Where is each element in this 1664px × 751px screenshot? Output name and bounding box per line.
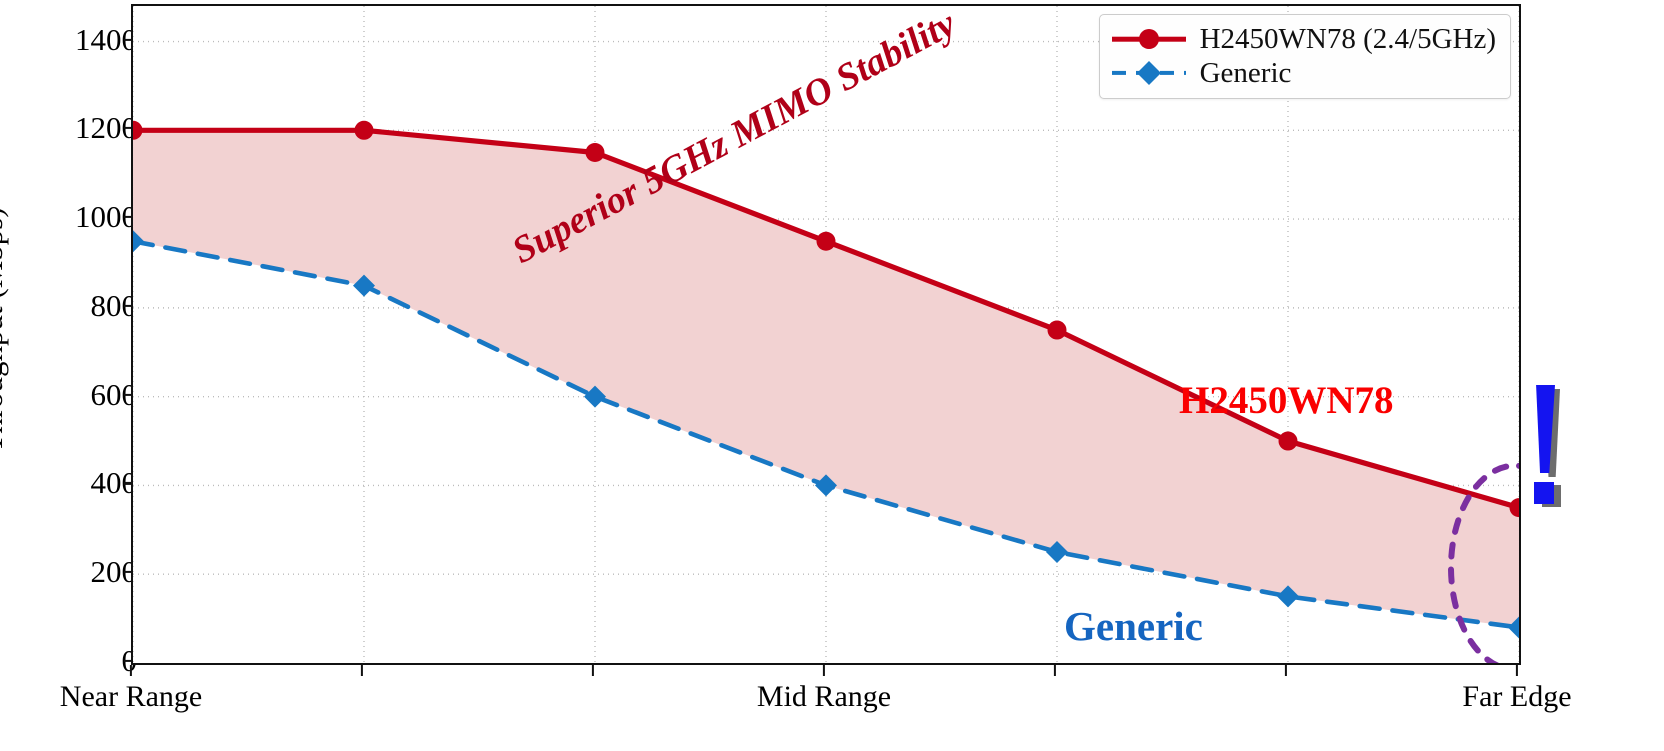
legend-label-generic: Generic [1199,56,1292,89]
annotation-generic: Generic [1064,603,1203,649]
legend-item-h2450wn78[interactable]: H2450WN78 (2.4/5GHz) [1111,22,1496,56]
annotation-h2450wn78: H2450WN78 [1179,379,1394,422]
y-axis-tick-mark [124,482,133,485]
x-axis-tick-mark [1284,665,1288,676]
data-point-diamond[interactable] [353,274,375,297]
y-axis-tick-mark [124,215,133,219]
data-point-circle[interactable] [354,120,374,140]
legend-label-h2450wn78: H2450WN78 (2.4/5GHz) [1199,22,1496,55]
y-axis-tick-mark [124,571,133,574]
plot-canvas [133,6,1519,663]
diamond-marker-icon [1136,60,1161,86]
plot-area: Superior 5GHz MIMO Stability H2450WN78 G… [131,2,1521,665]
data-point-circle[interactable] [133,120,143,140]
x-axis-tick-label: Far Edge [1462,680,1572,713]
legend-item-generic[interactable]: Generic [1111,56,1496,90]
data-point-circle[interactable] [1047,320,1067,340]
legend-swatch-line-solid [1111,27,1186,51]
y-axis-tick-mark [124,393,133,396]
data-point-circle[interactable] [1509,498,1520,518]
chart-svg [133,6,1519,663]
y-axis-tick-mark [124,38,133,41]
x-axis-tick-label: Mid Range [756,680,892,713]
data-point-diamond[interactable] [584,385,606,408]
x-axis-tick-mark [1053,665,1057,676]
data-point-diamond[interactable] [1046,541,1068,564]
y-axis-tick-mark [124,659,133,663]
x-axis-tick-mark [1515,665,1519,676]
y-axis-tick-mark [124,304,133,307]
x-axis-tick-mark [822,665,826,676]
x-axis-tick-label: Near Range [59,680,203,713]
y-axis-title: Throughput (Mbps) [0,207,9,453]
data-point-diamond[interactable] [133,230,144,253]
x-axis-tick-mark [360,665,364,676]
x-axis-tick-mark [591,665,595,676]
data-point-diamond[interactable] [1508,616,1519,639]
data-point-circle[interactable] [1278,431,1298,451]
legend-swatch-line-dashed [1111,60,1186,86]
data-point-circle[interactable] [816,231,836,251]
exclamation-icon [1525,385,1585,515]
data-point-diamond[interactable] [1277,585,1299,608]
series-fill-between [133,130,1519,628]
data-point-diamond[interactable] [815,474,837,497]
data-point-circle[interactable] [585,142,605,162]
chart-legend[interactable]: H2450WN78 (2.4/5GHz) Generic [1098,14,1511,99]
circle-marker-icon [1138,29,1159,49]
x-axis-tick-mark [129,665,133,676]
y-axis-tick-mark [124,127,133,130]
far-edge-highlight-ellipse [1448,462,1519,663]
